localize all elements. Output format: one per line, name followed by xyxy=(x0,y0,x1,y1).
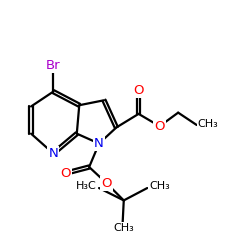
Text: O: O xyxy=(101,176,112,190)
Text: CH₃: CH₃ xyxy=(149,181,170,191)
Text: CH₃: CH₃ xyxy=(198,119,218,129)
Text: N: N xyxy=(48,147,58,160)
Text: Br: Br xyxy=(46,59,60,72)
Text: H₃C: H₃C xyxy=(76,181,97,191)
Text: N: N xyxy=(94,137,104,150)
Text: O: O xyxy=(133,84,144,97)
Text: O: O xyxy=(60,167,71,180)
Text: CH₃: CH₃ xyxy=(114,223,134,233)
Text: O: O xyxy=(154,120,165,133)
